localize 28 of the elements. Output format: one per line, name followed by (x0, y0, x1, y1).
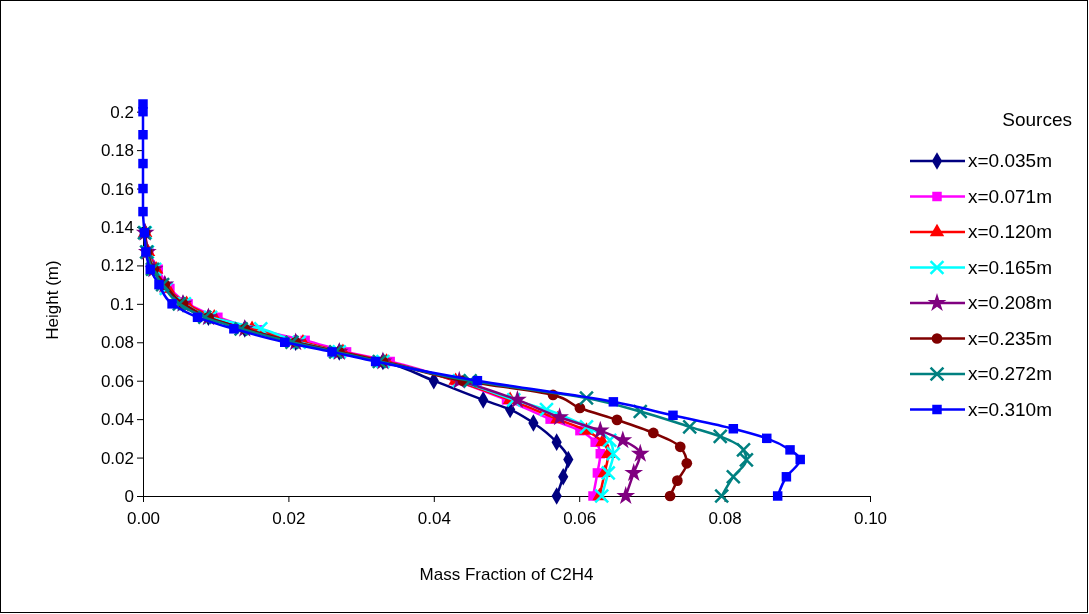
y-axis-title: Height (m) (43, 260, 62, 340)
x-tick-label: 0.00 (126, 508, 161, 528)
y-tick-label: 0.04 (100, 410, 134, 430)
legend-label: x=0.310m (968, 398, 1052, 420)
y-tick-label: 0.16 (100, 179, 134, 199)
x-tick-label: 0.08 (708, 508, 742, 528)
y-tick-label: 0.18 (100, 141, 134, 161)
legend-label: x=0.235m (968, 327, 1052, 349)
legend-label: x=0.035m (968, 150, 1052, 171)
y-tick-label: 0.1 (110, 294, 134, 314)
y-tick-label: 0.02 (100, 448, 134, 468)
x-tick-label: 0.02 (272, 508, 306, 528)
x-tick-label: 0.04 (417, 508, 451, 528)
x-tick-label: 0.10 (853, 508, 888, 528)
y-tick-label: 0.12 (100, 256, 134, 276)
y-tick-label: 0.08 (100, 333, 134, 353)
y-tick-label: 0 (124, 486, 134, 506)
legend-label: x=0.071m (968, 185, 1052, 207)
y-tick-label: 0.2 (110, 102, 134, 122)
y-tick-label: 0.14 (100, 217, 134, 237)
x-axis-title: Mass Fraction of C2H4 (419, 565, 594, 584)
legend-label: x=0.165m (968, 256, 1052, 278)
legend-label: x=0.120m (968, 221, 1052, 242)
legend-title: Sources (1002, 109, 1072, 130)
legend-label: x=0.208m (968, 292, 1052, 313)
x-tick-label: 0.06 (563, 508, 597, 528)
y-tick-label: 0.06 (100, 371, 134, 391)
legend-label: x=0.272m (968, 363, 1052, 384)
